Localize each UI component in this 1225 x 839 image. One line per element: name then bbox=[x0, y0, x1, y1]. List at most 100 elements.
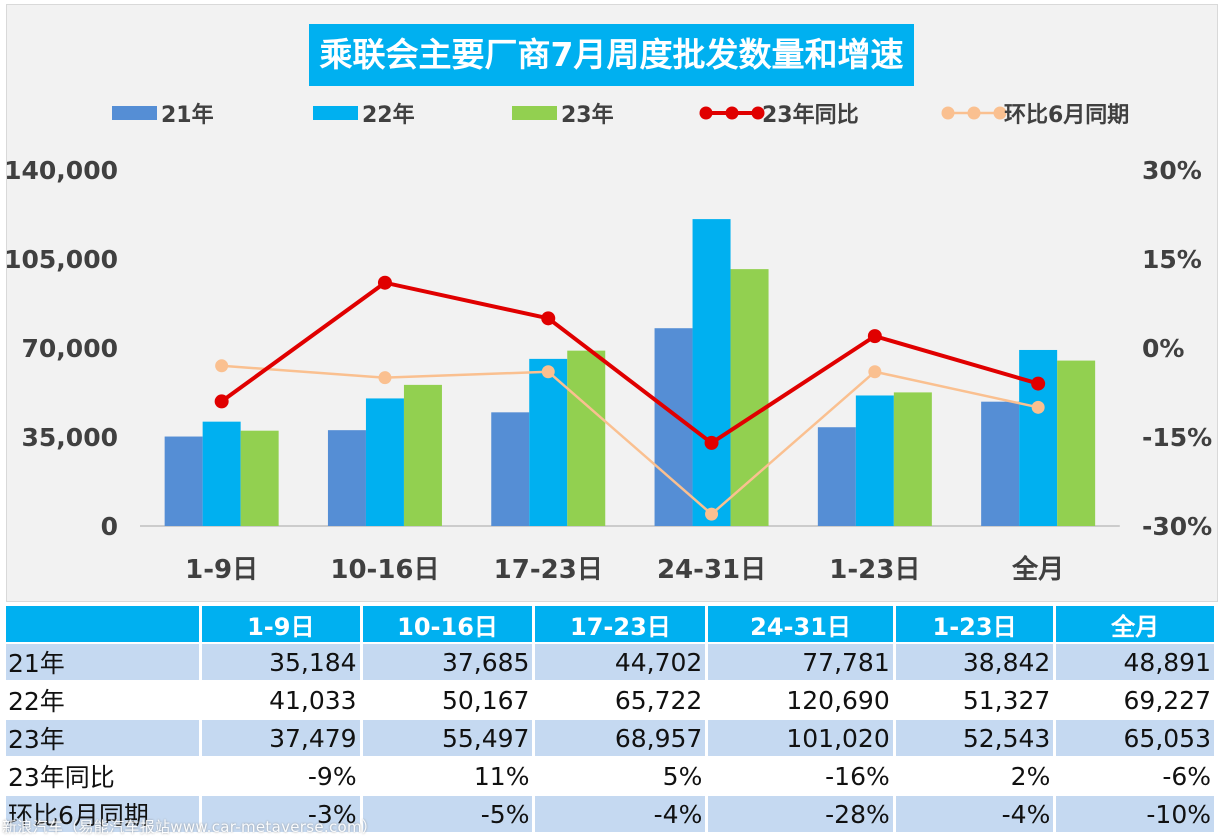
table-cell: -16% bbox=[708, 756, 893, 794]
table-cell: 11% bbox=[362, 756, 533, 794]
legend-label: 22年 bbox=[362, 102, 415, 128]
row-label: 21年 bbox=[6, 642, 199, 680]
x-tick-label: 24-31日 bbox=[657, 555, 766, 585]
legend-label: 23年同比 bbox=[762, 102, 859, 128]
series-line bbox=[221, 364, 1039, 516]
bar bbox=[893, 392, 932, 526]
bar bbox=[1019, 349, 1058, 526]
combo-chart: 140,000 105,000 70,000 35,000 0 30% 15% 0% -15% -… bbox=[4, 102, 1212, 585]
bar bbox=[730, 269, 769, 526]
series-point bbox=[868, 365, 882, 379]
legend-marker bbox=[699, 106, 713, 120]
legend-marker bbox=[993, 106, 1007, 120]
series-point bbox=[378, 371, 392, 385]
x-tick-label: 10-16日 bbox=[330, 555, 439, 585]
table-row: 23年同比 -9% 11% 5% -16% 2% -6% bbox=[6, 756, 1214, 794]
table-cell: -4% bbox=[895, 794, 1054, 832]
data-table: 1-9日 10-16日 17-23日 24-31日 1-23日 全月 21年 3… bbox=[3, 606, 1217, 832]
bar bbox=[567, 350, 606, 526]
table-cell: 37,685 bbox=[362, 642, 533, 680]
table-cell: 35,184 bbox=[202, 642, 360, 680]
series-point bbox=[377, 275, 392, 290]
bar bbox=[240, 430, 279, 526]
legend-marker bbox=[751, 106, 765, 120]
bar bbox=[403, 384, 442, 526]
legend-label: 21年 bbox=[161, 102, 214, 128]
table-row: 21年 35,184 37,685 44,702 77,781 38,842 4… bbox=[6, 642, 1214, 680]
x-tick-label: 17-23日 bbox=[494, 555, 603, 585]
table-row: 22年 41,033 50,167 65,722 120,690 51,327 … bbox=[6, 680, 1214, 718]
series-point bbox=[541, 365, 555, 379]
series-line bbox=[220, 280, 1039, 446]
series-point bbox=[705, 507, 719, 521]
chart-title: 乘联会主要厂商7月周度批发数量和增速 bbox=[309, 24, 914, 86]
series-point bbox=[704, 435, 719, 450]
series-point bbox=[541, 311, 556, 326]
table-cell: -10% bbox=[1056, 794, 1214, 832]
table-cell: 50,167 bbox=[362, 680, 533, 718]
table-header-cell: 24-31日 bbox=[708, 606, 893, 642]
y-left-tick-label: 35,000 bbox=[22, 423, 118, 452]
table-cell: 48,891 bbox=[1056, 642, 1214, 680]
bar bbox=[692, 219, 731, 526]
table-header-cell: 全月 bbox=[1056, 606, 1214, 642]
table-header-row: 1-9日 10-16日 17-23日 24-31日 1-23日 全月 bbox=[6, 606, 1214, 642]
table-row: 23年 37,479 55,497 68,957 101,020 52,543 … bbox=[6, 718, 1214, 756]
y-right-tick-label: 30% bbox=[1142, 156, 1202, 185]
series-point bbox=[214, 394, 229, 409]
table-cell: 120,690 bbox=[708, 680, 893, 718]
y-left-tick-label: 70,000 bbox=[22, 334, 118, 363]
row-label: 22年 bbox=[6, 680, 199, 718]
table-cell: 51,327 bbox=[895, 680, 1054, 718]
table-row: 环比6月同期 -3% -5% -4% -28% -4% -10% bbox=[6, 794, 1214, 832]
bar bbox=[855, 395, 894, 526]
table-cell: -3% bbox=[202, 794, 360, 832]
table-header-cell: 1-23日 bbox=[895, 606, 1054, 642]
table-cell: 68,957 bbox=[535, 718, 706, 756]
table-cell: 77,781 bbox=[708, 642, 893, 680]
table-cell: 38,842 bbox=[895, 642, 1054, 680]
table-cell: 52,543 bbox=[895, 718, 1054, 756]
row-label: 23年同比 bbox=[6, 756, 199, 794]
x-tick-label: 全月 bbox=[1011, 554, 1064, 585]
table-header-cell: 17-23日 bbox=[535, 606, 706, 642]
table-corner bbox=[6, 606, 199, 642]
bar bbox=[529, 358, 568, 526]
series-point bbox=[867, 329, 882, 344]
series-point bbox=[215, 359, 229, 373]
series-point bbox=[1031, 400, 1045, 414]
legend-swatch bbox=[112, 106, 157, 120]
bar bbox=[164, 436, 203, 526]
table-cell: -28% bbox=[708, 794, 893, 832]
series-point bbox=[1031, 376, 1046, 391]
bar bbox=[491, 412, 530, 526]
table-cell: 65,053 bbox=[1056, 718, 1214, 756]
table-cell: 69,227 bbox=[1056, 680, 1214, 718]
table-cell: 5% bbox=[535, 756, 706, 794]
y-right-tick-label: 15% bbox=[1142, 245, 1202, 274]
y-left-tick-label: 105,000 bbox=[4, 245, 118, 274]
y-left-tick-label: 140,000 bbox=[4, 156, 118, 185]
legend-marker bbox=[725, 106, 739, 120]
table-cell: 55,497 bbox=[362, 718, 533, 756]
table-cell: -9% bbox=[202, 756, 360, 794]
x-tick-label: 1-23日 bbox=[829, 555, 920, 585]
table-cell: -4% bbox=[535, 794, 706, 832]
y-left-tick-label: 0 bbox=[101, 512, 118, 541]
table-cell: 41,033 bbox=[202, 680, 360, 718]
bar bbox=[1057, 360, 1096, 526]
table-header-cell: 10-16日 bbox=[362, 606, 533, 642]
bar bbox=[202, 421, 241, 526]
table-cell: 44,702 bbox=[535, 642, 706, 680]
y-right-tick-label: -15% bbox=[1142, 423, 1212, 452]
table-cell: 65,722 bbox=[535, 680, 706, 718]
legend-marker bbox=[941, 106, 955, 120]
y-right-tick-label: 0% bbox=[1142, 334, 1184, 363]
x-tick-label: 1-9日 bbox=[185, 555, 258, 585]
bar bbox=[817, 427, 856, 526]
legend-marker bbox=[967, 106, 981, 120]
bar bbox=[654, 328, 693, 526]
table-cell: -5% bbox=[362, 794, 533, 832]
row-label: 23年 bbox=[6, 718, 199, 756]
table-cell: -6% bbox=[1056, 756, 1214, 794]
